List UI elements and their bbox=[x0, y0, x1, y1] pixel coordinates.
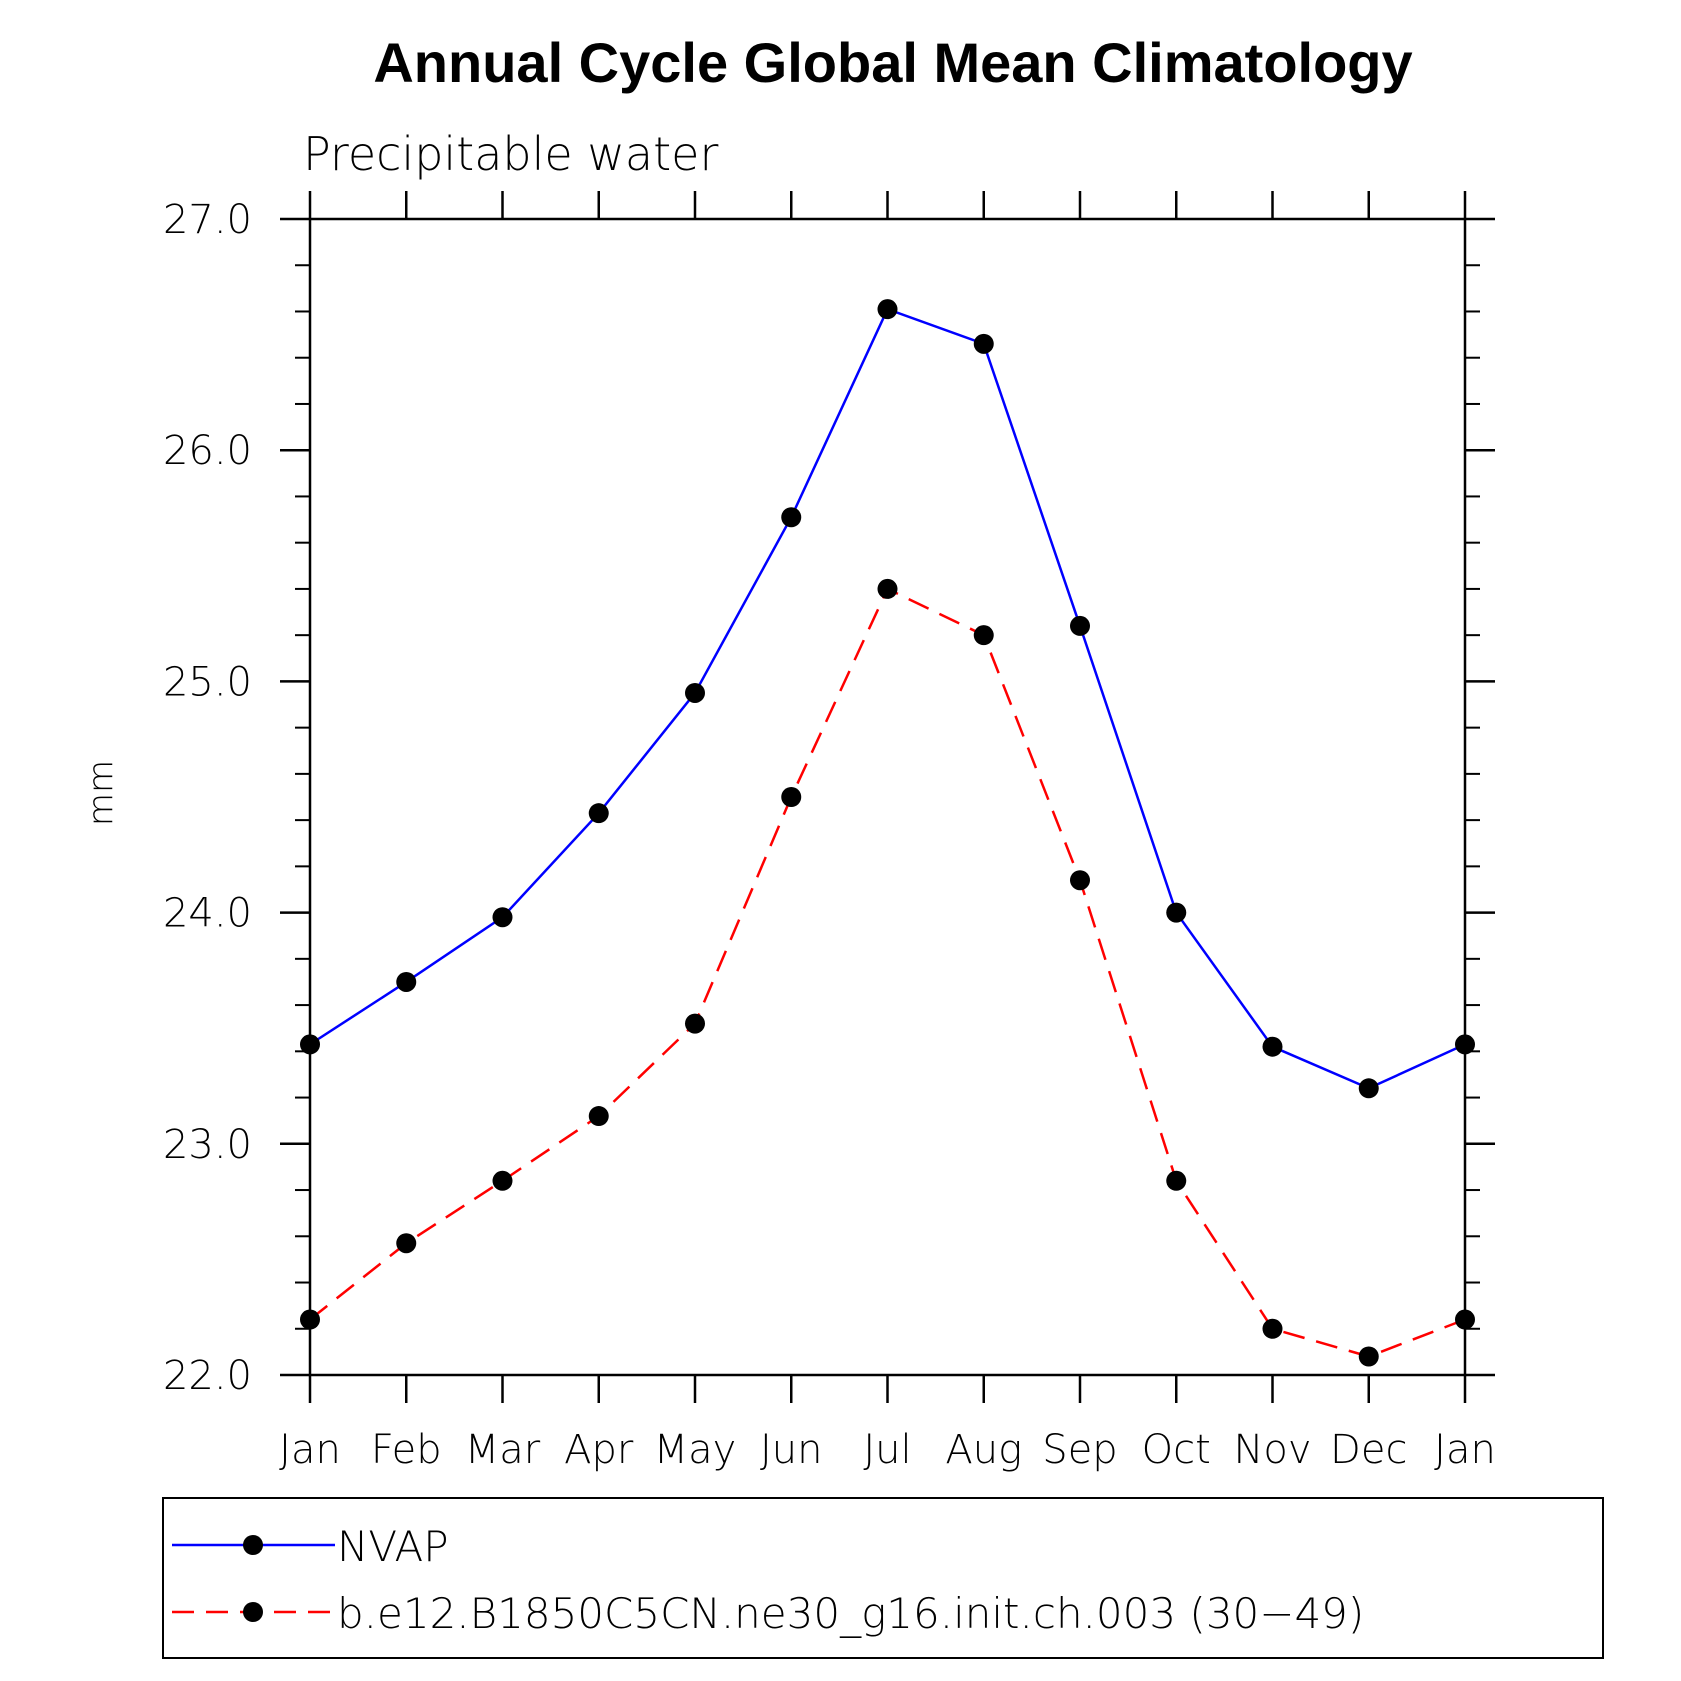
x-tick-label: Jul bbox=[863, 1427, 911, 1473]
data-point-1-9 bbox=[1166, 1170, 1187, 1191]
legend-marker-0 bbox=[243, 1535, 263, 1555]
legend-label-1: b.e12.B1850C5CN.ne30_g16.init.ch.003 (30… bbox=[337, 1589, 1364, 1638]
x-tick-label: Mar bbox=[465, 1427, 541, 1473]
y-tick-label: 22.0 bbox=[163, 1353, 252, 1399]
plot-series bbox=[300, 299, 1475, 1367]
data-point-0-8 bbox=[1070, 615, 1090, 636]
data-point-1-1 bbox=[396, 1233, 417, 1254]
data-point-0-6 bbox=[877, 299, 898, 320]
y-tick-label: 27.0 bbox=[163, 197, 252, 243]
data-point-1-10 bbox=[1262, 1318, 1283, 1339]
x-tick-label: May bbox=[654, 1427, 737, 1473]
legend-box bbox=[162, 1497, 1604, 1659]
y-tick-label: 26.0 bbox=[163, 428, 252, 474]
y-tick-label: 24.0 bbox=[163, 891, 252, 937]
data-point-0-9 bbox=[1166, 902, 1187, 923]
data-point-0-5 bbox=[781, 507, 802, 528]
plot-axes: 22.0 23.0 24.0 25.0 26.0 27.0 Jan Feb Mar Apr May J… bbox=[163, 191, 1496, 1473]
y-tick-label: 25.0 bbox=[163, 659, 252, 705]
y-axis-label: mm bbox=[81, 760, 121, 826]
data-point-1-11 bbox=[1358, 1346, 1379, 1367]
legend: NVAP b.e12.B1850C5CN.ne30_g16.init.ch.003… bbox=[162, 1497, 1604, 1659]
data-point-0-1 bbox=[396, 971, 417, 992]
chart-title: Annual Cycle Global Mean Climatology bbox=[373, 31, 1412, 94]
data-point-1-0 bbox=[300, 1309, 320, 1330]
plot-frame bbox=[308, 217, 1467, 1377]
series-line-0 bbox=[309, 307, 1466, 1090]
data-point-1-3 bbox=[588, 1106, 609, 1127]
data-point-0-3 bbox=[588, 803, 609, 824]
data-point-1-6 bbox=[877, 578, 898, 599]
x-tick-label: Jun bbox=[760, 1427, 823, 1473]
x-tick-label: Oct bbox=[1142, 1427, 1211, 1473]
x-tick-label: Jan bbox=[1434, 1427, 1496, 1473]
legend-marker-1 bbox=[243, 1602, 263, 1622]
x-tick-label: Jan bbox=[279, 1427, 341, 1473]
x-tick-label: Feb bbox=[371, 1427, 442, 1473]
data-point-0-7 bbox=[973, 333, 994, 354]
data-point-0-4 bbox=[685, 682, 705, 703]
data-point-1-4 bbox=[685, 1013, 705, 1034]
series-line-1 bbox=[309, 587, 1466, 1358]
chart-subtitle: Precipitable water bbox=[303, 127, 718, 181]
data-point-1-7 bbox=[973, 625, 994, 646]
data-point-0-0 bbox=[300, 1034, 320, 1055]
data-point-1-5 bbox=[781, 787, 802, 807]
data-point-1-2 bbox=[492, 1170, 513, 1191]
data-point-0-10 bbox=[1262, 1036, 1283, 1057]
data-point-0-12 bbox=[1455, 1034, 1475, 1055]
data-point-1-12 bbox=[1455, 1309, 1475, 1330]
y-tick-label: 23.0 bbox=[163, 1122, 252, 1168]
x-tick-label: Dec bbox=[1330, 1427, 1407, 1473]
legend-label-0: NVAP bbox=[337, 1522, 449, 1571]
x-tick-label: Aug bbox=[945, 1427, 1022, 1473]
x-tick-label: Nov bbox=[1233, 1427, 1311, 1473]
data-point-0-2 bbox=[492, 907, 513, 928]
data-point-1-8 bbox=[1070, 870, 1090, 891]
x-tick-label: Sep bbox=[1042, 1427, 1117, 1473]
x-tick-label: Apr bbox=[564, 1427, 634, 1473]
data-point-0-11 bbox=[1358, 1078, 1379, 1099]
